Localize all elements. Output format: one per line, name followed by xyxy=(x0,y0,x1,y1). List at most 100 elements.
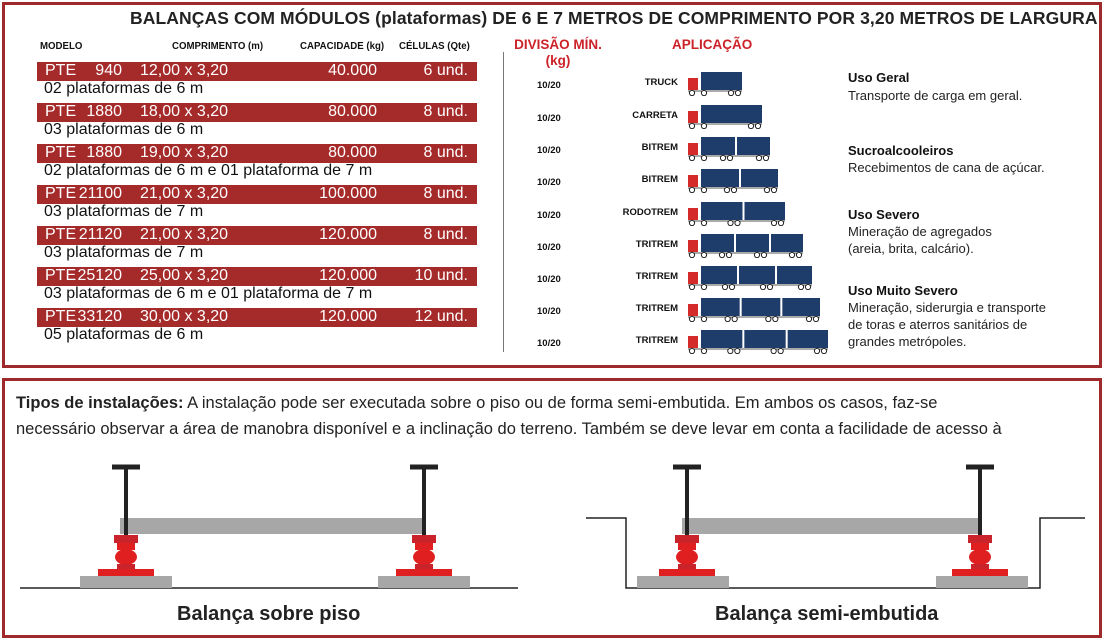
model-description-1: 02 plataformas de 6 m xyxy=(44,80,204,97)
model-row-6: PTE 25120 25,00 x 3,20 120.000 10 und. xyxy=(37,267,477,286)
model-cells: 8 und. xyxy=(423,103,468,120)
model-row-5: PTE 21120 21,00 x 3,20 120.000 8 und. xyxy=(37,226,477,245)
model-number: 940 xyxy=(95,62,122,79)
header-comprimento: COMPRIMENTO (m) xyxy=(172,40,264,52)
header-capacidade: CAPACIDADE (kg) xyxy=(300,40,385,52)
model-cells: 12 und. xyxy=(414,308,468,325)
model-cells: 8 und. xyxy=(423,226,468,243)
truck-icon xyxy=(688,105,762,129)
model-capacity: 120.000 xyxy=(319,267,377,284)
model-capacity: 40.000 xyxy=(328,62,377,79)
use-title-3: Uso Severo xyxy=(848,207,920,222)
installation-label: Tipos de instalações: xyxy=(16,394,184,412)
model-prefix: PTE xyxy=(45,185,77,202)
model-cells: 10 und. xyxy=(414,267,468,284)
model-number: 25120 xyxy=(77,267,123,284)
model-description-4: 03 plataformas de 7 m xyxy=(44,203,204,220)
truck-icon xyxy=(688,298,820,322)
installation-panel xyxy=(2,378,1102,638)
vehicle-name: BITREM xyxy=(641,174,678,185)
header-aplicacao: APLICAÇÃO xyxy=(672,37,753,52)
header-divisao: DIVISÃO MÍN. xyxy=(514,37,602,52)
vehicle-name: TRITREM xyxy=(635,303,678,314)
load-cell-right xyxy=(952,464,1008,576)
model-number: 1880 xyxy=(86,144,122,161)
model-row-7: PTE 33120 30,00 x 3,20 120.000 12 und. xyxy=(37,308,477,327)
truck-icon xyxy=(688,137,770,161)
model-dimensions: 19,00 x 3,20 xyxy=(140,144,229,161)
use-text-1: Transporte de carga em geral. xyxy=(848,88,1023,103)
header-modelo: MODELO xyxy=(40,40,83,52)
model-description-3: 02 plataformas de 6 m e 01 plataforma de… xyxy=(44,162,373,179)
model-cells: 6 und. xyxy=(423,62,468,79)
installation-line-1: A instalação pode ser executada sobre o … xyxy=(183,394,938,412)
truck-icon xyxy=(688,72,742,96)
model-dimensions: 12,00 x 3,20 xyxy=(140,62,229,79)
truck-icon xyxy=(688,266,812,290)
model-description-5: 03 plataformas de 7 m xyxy=(44,244,204,261)
load-cell-right xyxy=(396,464,452,576)
model-prefix: PTE xyxy=(45,103,77,120)
division-value: 10/20 xyxy=(537,338,561,349)
vehicle-name: RODOTREM xyxy=(622,207,678,218)
use-text-3b: (areia, brita, calcário). xyxy=(848,241,974,256)
use-text-3a: Mineração de agregados xyxy=(848,224,992,239)
model-prefix: PTE xyxy=(45,144,77,161)
model-prefix: PTE xyxy=(45,226,77,243)
model-description-7: 05 plataformas de 6 m xyxy=(44,326,204,343)
vehicle-name: BITREM xyxy=(641,142,678,153)
model-number: 33120 xyxy=(77,308,123,325)
model-capacity: 100.000 xyxy=(319,185,377,202)
vehicle-name: TRITREM xyxy=(635,239,678,250)
use-text-4a: Mineração, siderurgia e transporte xyxy=(848,300,1046,315)
header-divisao-unit: (kg) xyxy=(545,53,571,68)
installation-line-2: necessário observar a área de manobra di… xyxy=(16,420,1002,438)
header-celulas: CÉLULAS (Qte) xyxy=(399,40,470,52)
model-capacity: 120.000 xyxy=(319,226,377,243)
model-row-1: PTE 940 12,00 x 3,20 40.000 6 und. xyxy=(37,62,477,81)
use-title-2: Sucroalcooleiros xyxy=(848,143,954,158)
caption-floor-scale: Balança sobre piso xyxy=(177,603,361,625)
vehicle-name: TRUCK xyxy=(644,77,678,88)
model-dimensions: 18,00 x 3,20 xyxy=(140,103,229,120)
division-value: 10/20 xyxy=(537,145,561,156)
caption-semi-embedded-scale: Balança semi-embutida xyxy=(715,603,939,625)
model-description-2: 03 plataformas de 6 m xyxy=(44,121,204,138)
model-cells: 8 und. xyxy=(423,144,468,161)
load-cell-left xyxy=(659,464,715,576)
use-text-4c: grandes metrópoles. xyxy=(848,334,967,349)
truck-icon xyxy=(688,169,778,193)
model-row-4: PTE 21100 21,00 x 3,20 100.000 8 und. xyxy=(37,185,477,204)
model-capacity: 80.000 xyxy=(328,144,377,161)
use-title-1: Uso Geral xyxy=(848,70,910,85)
semi-embedded-scale-diagram xyxy=(586,464,1085,589)
use-text-4b: de toras e aterros sanitários de xyxy=(848,317,1028,332)
model-row-2: PTE 1880 18,00 x 3,20 80.000 8 und. xyxy=(37,103,477,122)
division-value: 10/20 xyxy=(537,274,561,285)
truck-icon xyxy=(688,234,803,258)
vehicle-name: CARRETA xyxy=(632,110,678,121)
model-prefix: PTE xyxy=(45,267,77,284)
division-value: 10/20 xyxy=(537,177,561,188)
model-description-6: 03 plataformas de 6 m e 01 plataforma de… xyxy=(44,285,373,302)
model-prefix: PTE xyxy=(45,308,77,325)
vehicle-name: TRITREM xyxy=(635,335,678,346)
model-number: 21100 xyxy=(78,185,122,202)
model-number: 21120 xyxy=(78,226,122,243)
model-number: 1880 xyxy=(86,103,122,120)
vehicle-name: TRITREM xyxy=(635,271,678,282)
column-divider xyxy=(503,52,504,352)
model-dimensions: 30,00 x 3,20 xyxy=(140,308,229,325)
use-title-4: Uso Muito Severo xyxy=(848,283,958,298)
installation-paragraph: Tipos de instalações: A instalação pode … xyxy=(16,390,1096,442)
model-cells: 8 und. xyxy=(423,185,468,202)
division-value: 10/20 xyxy=(537,210,561,221)
truck-icon xyxy=(688,330,828,354)
model-prefix: PTE xyxy=(45,62,77,79)
division-value: 10/20 xyxy=(537,80,561,91)
truck-icon xyxy=(688,202,785,226)
division-value: 10/20 xyxy=(537,306,561,317)
use-text-2: Recebimentos de cana de açúcar. xyxy=(848,160,1045,175)
division-value: 10/20 xyxy=(537,242,561,253)
model-capacity: 120.000 xyxy=(319,308,377,325)
